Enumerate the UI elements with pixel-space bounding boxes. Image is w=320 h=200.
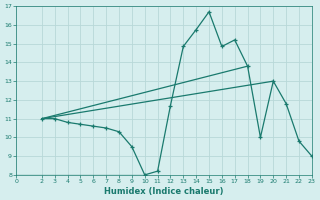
X-axis label: Humidex (Indice chaleur): Humidex (Indice chaleur) — [104, 187, 224, 196]
